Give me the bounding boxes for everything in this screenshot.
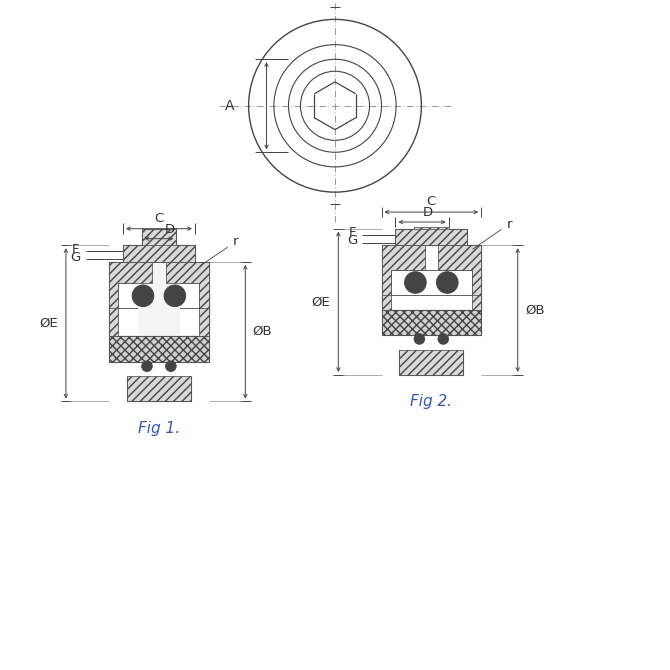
Bar (472, 245, 481, 310)
Bar (381, 310, 481, 335)
Polygon shape (381, 245, 425, 295)
Text: D: D (423, 206, 433, 219)
Circle shape (141, 361, 152, 372)
Text: G: G (347, 234, 357, 247)
Bar (123, 245, 195, 262)
Text: Fig 2.: Fig 2. (410, 394, 452, 409)
Bar (399, 350, 463, 375)
Bar (138, 261, 180, 336)
Text: ØB: ØB (253, 325, 273, 338)
Bar (395, 228, 467, 245)
Text: A: A (225, 98, 234, 113)
Text: F: F (348, 226, 356, 239)
Polygon shape (109, 262, 152, 308)
Text: G: G (70, 251, 80, 264)
Polygon shape (165, 262, 209, 308)
Bar (381, 245, 391, 310)
Text: r: r (200, 235, 238, 266)
Text: ØE: ØE (40, 317, 58, 330)
Bar (414, 227, 449, 245)
Circle shape (405, 272, 426, 293)
Text: r: r (473, 218, 512, 249)
Bar (127, 376, 191, 401)
Bar (109, 336, 209, 362)
Circle shape (132, 285, 153, 307)
Circle shape (414, 334, 425, 344)
Circle shape (165, 361, 176, 372)
Circle shape (164, 285, 186, 307)
Bar (141, 228, 176, 262)
Polygon shape (438, 245, 481, 295)
Bar (200, 262, 209, 336)
Text: ØB: ØB (525, 304, 545, 317)
Text: D: D (165, 223, 175, 236)
Text: ØE: ØE (312, 295, 330, 308)
Text: F: F (72, 243, 79, 256)
Bar (109, 262, 119, 336)
Circle shape (437, 272, 458, 293)
Text: Fig 1.: Fig 1. (138, 421, 180, 436)
Text: C: C (427, 195, 436, 208)
Circle shape (438, 334, 449, 344)
Text: C: C (154, 212, 163, 224)
